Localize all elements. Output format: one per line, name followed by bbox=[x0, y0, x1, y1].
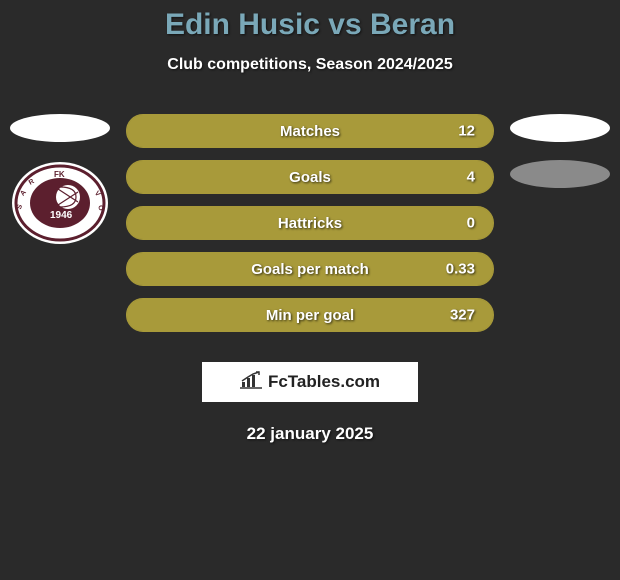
stat-label: Hattricks bbox=[278, 215, 342, 232]
stats-column: Matches 12 Goals 4 Hattricks 0 Goals per… bbox=[120, 114, 500, 344]
stat-label: Matches bbox=[280, 123, 340, 140]
stat-value: 0 bbox=[467, 215, 475, 232]
stat-label: Min per goal bbox=[266, 307, 354, 324]
right-player-col bbox=[500, 114, 620, 188]
stat-bar-matches: Matches 12 bbox=[126, 114, 494, 148]
stat-bar-min-per-goal: Min per goal 327 bbox=[126, 298, 494, 332]
main-row: 1946 FK S A R V O Matches 12 Goals 4 bbox=[0, 114, 620, 344]
left-avatar-placeholder bbox=[10, 114, 110, 142]
stat-bar-hattricks: Hattricks 0 bbox=[126, 206, 494, 240]
stat-label: Goals bbox=[289, 169, 331, 186]
date-label: 22 january 2025 bbox=[0, 424, 620, 444]
stat-bar-goals-per-match: Goals per match 0.33 bbox=[126, 252, 494, 286]
sarajevo-badge-icon: 1946 FK S A R V O bbox=[10, 160, 110, 246]
left-club-badge: 1946 FK S A R V O bbox=[10, 160, 110, 246]
chart-icon bbox=[240, 371, 262, 394]
stat-bar-goals: Goals 4 bbox=[126, 160, 494, 194]
stat-value: 12 bbox=[458, 123, 475, 140]
left-player-col: 1946 FK S A R V O bbox=[0, 114, 120, 246]
svg-text:FK: FK bbox=[54, 170, 65, 179]
right-secondary-placeholder bbox=[510, 160, 610, 188]
stat-value: 0.33 bbox=[446, 261, 475, 278]
right-avatar-placeholder bbox=[510, 114, 610, 142]
brand-badge: FcTables.com bbox=[202, 362, 418, 402]
stat-value: 327 bbox=[450, 307, 475, 324]
page-subtitle: Club competitions, Season 2024/2025 bbox=[0, 56, 620, 74]
brand-text: FcTables.com bbox=[268, 372, 380, 392]
page-title: Edin Husic vs Beran bbox=[0, 8, 620, 42]
stat-label: Goals per match bbox=[251, 261, 369, 278]
svg-text:1946: 1946 bbox=[50, 210, 73, 221]
stat-value: 4 bbox=[467, 169, 475, 186]
comparison-card: Edin Husic vs Beran Club competitions, S… bbox=[0, 0, 620, 444]
